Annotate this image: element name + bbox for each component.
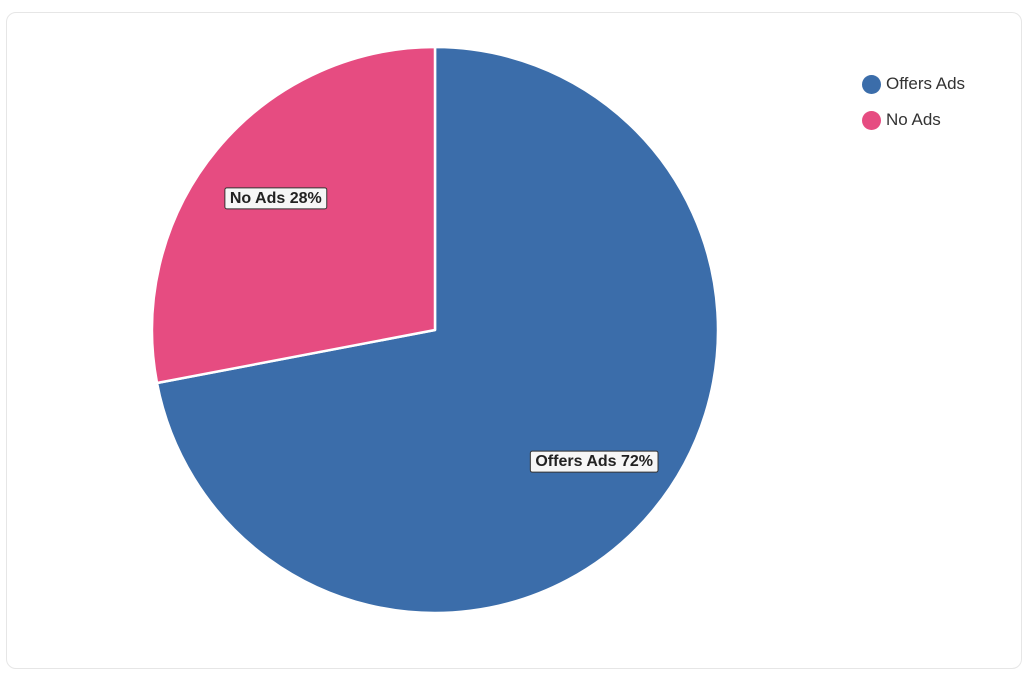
legend-label: Offers Ads bbox=[886, 74, 966, 93]
data-label-text: Offers Ads 72% bbox=[535, 453, 653, 470]
chart-legend: Offers Ads No Ads bbox=[862, 72, 965, 144]
data-label-box bbox=[529, 450, 659, 473]
data-label-no-ads: No Ads 28% bbox=[224, 187, 328, 210]
legend-item-no-ads[interactable]: No Ads bbox=[862, 108, 965, 132]
pie-slices bbox=[150, 45, 720, 615]
legend-item-offers-ads[interactable]: Offers Ads bbox=[862, 72, 965, 96]
data-label-box bbox=[224, 187, 328, 210]
legend-swatch bbox=[862, 74, 881, 94]
pie-slice-no-ads[interactable] bbox=[150, 45, 437, 385]
pie-data-labels: Offers Ads 72% No Ads 28% bbox=[224, 187, 659, 473]
legend-label: No Ads bbox=[886, 110, 941, 129]
data-label-text: No Ads 28% bbox=[230, 190, 322, 207]
legend-swatch bbox=[862, 110, 881, 130]
data-label-offers-ads: Offers Ads 72% bbox=[529, 450, 659, 473]
